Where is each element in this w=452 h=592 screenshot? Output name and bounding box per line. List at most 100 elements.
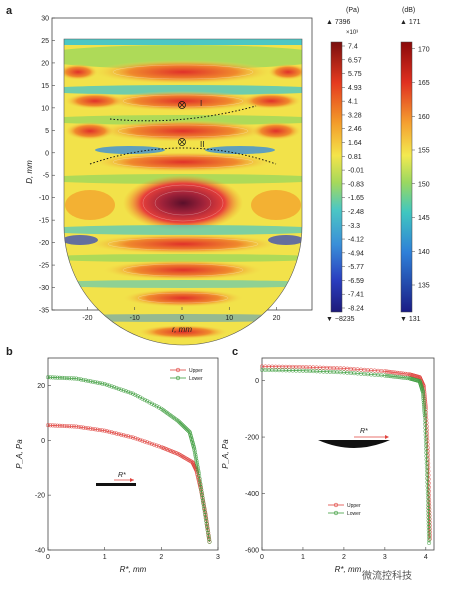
data-point (114, 431, 119, 436)
db-bar-min: ▼ 131 (400, 316, 421, 323)
data-point (179, 454, 184, 459)
pa-tick-label: -7.41 (348, 292, 364, 299)
data-point (182, 455, 187, 460)
db-tick-label: 170 (418, 46, 430, 53)
data-point (169, 413, 174, 418)
series-line (47, 376, 210, 542)
db-bar-ticks: 170 165 160 155 150 145 140 135 (412, 46, 430, 290)
legend-label: Lower (347, 511, 361, 517)
x-tick-label: 2 (159, 554, 163, 561)
droplet-inset: R* (318, 428, 390, 448)
y-tick-label: -35 (39, 308, 49, 315)
y-tick-label: -20 (35, 493, 45, 500)
y-tick-label: -25 (39, 263, 49, 270)
data-point (152, 402, 157, 408)
data-point (163, 409, 168, 414)
legend: Upper Lower (328, 502, 361, 517)
data-point (178, 453, 183, 458)
data-point (164, 410, 170, 415)
data-point (107, 429, 112, 434)
pa-tick-label: 1.64 (348, 140, 362, 147)
db-tick-label: 155 (418, 148, 430, 155)
x-tick-label: 3 (383, 554, 387, 561)
marker-i-label: I (200, 99, 202, 108)
y-tick-label: -40 (35, 548, 45, 555)
data-point (126, 390, 131, 395)
data-point (135, 394, 140, 399)
pa-bar-max: ▲ 7396 (326, 19, 351, 26)
pa-tick-label: 3.28 (348, 112, 362, 119)
y-axis-label: P_A, Pa (221, 439, 230, 469)
data-point (167, 412, 172, 417)
data-point (147, 441, 152, 446)
data-point (159, 406, 164, 411)
data-point (123, 389, 128, 394)
x-tick-label: 0 (46, 554, 50, 561)
data-point (109, 384, 114, 389)
pa-tick-label: -3.3 (348, 223, 360, 230)
pa-bar-ticks: 7.4 6.57 5.75 4.93 4.1 3.28 2.46 1.64 0.81 -0.01 -… (342, 44, 364, 313)
pa-tick-label: 2.46 (348, 126, 362, 133)
series-lower (259, 367, 432, 545)
y-tick-label: -30 (39, 285, 49, 292)
arrow-head-icon (385, 435, 389, 439)
data-point (183, 456, 188, 461)
data-point (166, 411, 171, 416)
x-tick-label: 0 (180, 315, 184, 322)
inset-label: R* (118, 472, 126, 479)
pa-tick-label: -0.83 (348, 181, 364, 188)
data-point (104, 429, 110, 434)
y-tick-label: 0 (41, 438, 45, 445)
y-axis-label: P_A, Pa (15, 439, 24, 469)
data-point (176, 451, 181, 457)
data-point (112, 385, 117, 390)
data-point (116, 386, 121, 391)
droplet-icon (318, 440, 390, 448)
y-tick-label: -10 (39, 195, 49, 202)
data-point (152, 442, 157, 447)
x-axis-label: R*, mm (120, 565, 147, 574)
data-point (160, 407, 165, 412)
pressure-field-map (64, 39, 302, 345)
inset-label: R* (360, 428, 368, 435)
data-point (140, 396, 145, 401)
panel-a-x-ticks: -20 -10 0 10 20 (82, 307, 281, 322)
data-point (116, 432, 121, 437)
panel-b-axes (47, 357, 219, 551)
y-tick-label: 25 (41, 38, 49, 45)
db-tick-label: 160 (418, 114, 430, 121)
data-point (135, 437, 140, 442)
marker-ii-circle-icon (178, 138, 186, 146)
data-point (186, 429, 191, 434)
pa-bar-unit: (Pa) (346, 7, 359, 14)
legend-marker-icon (175, 375, 181, 381)
pa-tick-label: 5.75 (348, 71, 362, 78)
pa-bar-scale: ×10³ (346, 30, 358, 36)
droplet-inset: R* (96, 472, 136, 486)
legend-label: Lower (189, 376, 203, 382)
x-tick-label: 1 (301, 554, 305, 561)
data-point (142, 397, 147, 402)
data-point (130, 391, 136, 396)
y-tick-label: 20 (37, 383, 45, 390)
data-point (133, 436, 138, 441)
db-tick-label: 165 (418, 80, 430, 87)
data-point (112, 430, 117, 436)
x-tick-label: 3 (216, 554, 220, 561)
x-tick-label: -20 (82, 315, 92, 322)
data-point (177, 452, 182, 457)
y-tick-label: 5 (45, 128, 49, 135)
panel-c-axes (261, 357, 435, 551)
x-tick-label: -10 (130, 315, 140, 322)
pa-tick-label: 4.93 (348, 85, 362, 92)
legend-marker-icon (333, 510, 339, 516)
pa-tick-label: 7.4 (348, 44, 358, 51)
data-point (107, 383, 112, 388)
data-point (138, 437, 143, 442)
pa-bar-min: ▼ −8235 (326, 316, 355, 323)
db-tick-label: 150 (418, 181, 430, 188)
pa-tick-label: -8.24 (348, 306, 364, 313)
x-tick-label: 4 (424, 554, 428, 561)
pa-tick-label: 6.57 (348, 57, 362, 64)
